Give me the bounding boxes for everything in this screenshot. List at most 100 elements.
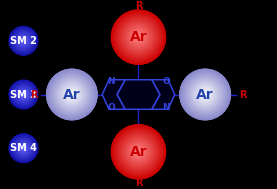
Circle shape	[189, 78, 221, 111]
Circle shape	[133, 32, 144, 43]
Circle shape	[125, 23, 152, 51]
Circle shape	[126, 25, 151, 50]
Circle shape	[20, 38, 26, 44]
Circle shape	[9, 80, 38, 109]
Circle shape	[17, 88, 30, 101]
Circle shape	[125, 138, 152, 166]
Circle shape	[193, 83, 217, 106]
Circle shape	[184, 74, 226, 115]
Circle shape	[12, 29, 35, 52]
Circle shape	[22, 94, 24, 95]
Circle shape	[60, 83, 84, 106]
Circle shape	[188, 77, 222, 112]
Circle shape	[21, 92, 26, 97]
Circle shape	[124, 137, 153, 167]
Circle shape	[15, 86, 32, 103]
Circle shape	[194, 83, 216, 106]
Circle shape	[192, 81, 219, 108]
Circle shape	[119, 132, 158, 171]
Circle shape	[22, 147, 24, 149]
Circle shape	[58, 81, 86, 108]
Circle shape	[16, 87, 31, 102]
Circle shape	[132, 30, 145, 44]
Circle shape	[17, 34, 30, 47]
Circle shape	[19, 144, 28, 153]
Circle shape	[11, 82, 36, 107]
Circle shape	[16, 34, 30, 48]
Circle shape	[127, 26, 150, 48]
Circle shape	[198, 87, 212, 102]
Circle shape	[62, 85, 81, 104]
Circle shape	[65, 88, 78, 101]
Circle shape	[122, 136, 155, 168]
Circle shape	[22, 147, 25, 150]
Circle shape	[22, 93, 25, 96]
Circle shape	[17, 88, 30, 101]
Circle shape	[135, 149, 142, 155]
Circle shape	[123, 136, 154, 167]
Circle shape	[191, 80, 220, 109]
Circle shape	[11, 82, 36, 107]
Circle shape	[115, 14, 162, 61]
Circle shape	[68, 91, 75, 98]
Text: R: R	[30, 90, 38, 99]
Circle shape	[15, 140, 32, 156]
Circle shape	[21, 92, 26, 97]
Circle shape	[179, 69, 231, 120]
Circle shape	[10, 27, 37, 54]
Circle shape	[58, 81, 86, 108]
Circle shape	[19, 90, 28, 99]
Circle shape	[132, 145, 145, 159]
Circle shape	[203, 93, 207, 96]
Circle shape	[187, 77, 223, 112]
Circle shape	[20, 37, 27, 44]
Circle shape	[16, 33, 31, 48]
Circle shape	[13, 30, 34, 51]
Circle shape	[112, 11, 165, 64]
Circle shape	[60, 82, 84, 107]
Circle shape	[114, 12, 163, 62]
Circle shape	[126, 25, 151, 50]
Circle shape	[46, 69, 98, 120]
Circle shape	[15, 86, 32, 103]
Circle shape	[122, 135, 155, 169]
Circle shape	[19, 36, 28, 45]
Circle shape	[120, 19, 157, 56]
Circle shape	[181, 70, 230, 119]
Circle shape	[191, 80, 219, 109]
Circle shape	[64, 87, 79, 102]
Circle shape	[202, 91, 209, 98]
Circle shape	[17, 89, 29, 100]
Circle shape	[11, 82, 36, 107]
Circle shape	[17, 88, 30, 101]
Circle shape	[20, 37, 27, 44]
Circle shape	[13, 31, 34, 51]
Circle shape	[125, 24, 152, 50]
Circle shape	[9, 134, 38, 163]
Circle shape	[14, 138, 33, 158]
Circle shape	[126, 140, 151, 164]
Circle shape	[16, 87, 31, 102]
Circle shape	[11, 82, 36, 107]
Text: SM 4: SM 4	[10, 143, 37, 153]
Circle shape	[12, 29, 35, 52]
Circle shape	[10, 81, 37, 108]
Circle shape	[17, 88, 30, 101]
Circle shape	[132, 145, 145, 159]
Circle shape	[19, 36, 28, 45]
Circle shape	[18, 89, 29, 100]
Circle shape	[121, 20, 156, 54]
Circle shape	[22, 40, 24, 42]
Circle shape	[18, 35, 29, 47]
Circle shape	[126, 139, 151, 164]
Circle shape	[23, 94, 24, 95]
Circle shape	[187, 76, 224, 113]
Circle shape	[52, 75, 91, 114]
Circle shape	[128, 27, 149, 48]
Circle shape	[17, 35, 30, 47]
Circle shape	[9, 26, 38, 55]
Circle shape	[135, 149, 142, 155]
Circle shape	[134, 147, 143, 156]
Circle shape	[9, 80, 38, 109]
Circle shape	[17, 142, 30, 155]
